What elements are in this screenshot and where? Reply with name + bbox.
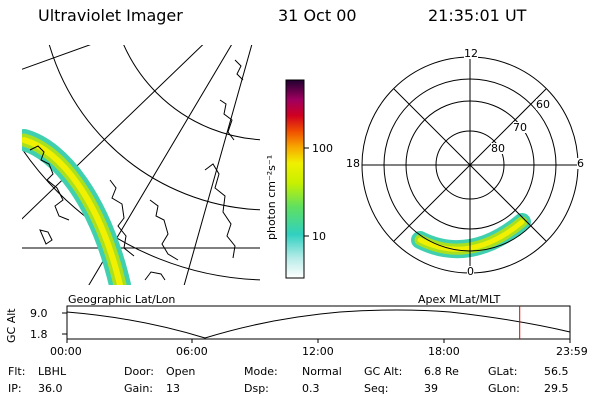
status-value-row2-0: 36.0 xyxy=(38,382,63,395)
polar-plot xyxy=(361,56,579,274)
status-key-row1-3: GC Alt: xyxy=(364,365,403,378)
observation-date: 31 Oct 00 xyxy=(278,6,357,25)
mlt-12-label: 12 xyxy=(464,47,478,60)
time-tick-12: 12:00 xyxy=(302,345,334,358)
mlt-0-label: 0 xyxy=(467,265,474,278)
status-value-row2-1: 13 xyxy=(166,382,180,395)
status-key-row2-1: Gain: xyxy=(124,382,153,395)
time-tick-0: 00:00 xyxy=(50,345,82,358)
mlt-6-label: 6 xyxy=(577,157,584,170)
status-key-row2-3: Seq: xyxy=(364,382,389,395)
time-tick-6: 06:00 xyxy=(176,345,208,358)
status-value-row1-1: Open xyxy=(166,365,196,378)
status-value-row1-3: 6.8 Re xyxy=(424,365,459,378)
time-tick-18: 18:00 xyxy=(428,345,460,358)
time-tick-end: 23:59 xyxy=(556,345,588,358)
colorbar-tick-100: 100 xyxy=(312,142,333,155)
observation-time: 21:35:01 UT xyxy=(428,6,527,25)
status-key-row2-0: IP: xyxy=(8,382,22,395)
alt-tick-min: 1.8 xyxy=(30,328,48,341)
alt-tick-max: 9.0 xyxy=(30,307,48,320)
altitude-plot xyxy=(62,305,571,343)
status-key-row1-4: GLat: xyxy=(488,365,518,378)
mlt-18-label: 18 xyxy=(346,157,360,170)
status-key-row1-1: Door: xyxy=(124,365,154,378)
colorbar-unit-label: photon cm⁻²s⁻¹ xyxy=(265,154,278,240)
status-value-row2-4: 29.5 xyxy=(544,382,569,395)
lat-60-label: 60 xyxy=(536,98,550,111)
status-value-row2-3: 39 xyxy=(424,382,438,395)
colorbar-tick-10: 10 xyxy=(312,230,326,243)
lat-80-label: 80 xyxy=(491,142,505,155)
status-value-row2-2: 0.3 xyxy=(302,382,320,395)
altitude-axis-label: GC Alt xyxy=(5,308,18,343)
status-value-row1-4: 56.5 xyxy=(544,365,569,378)
geographic-map xyxy=(22,45,260,285)
instrument-title: Ultraviolet Imager xyxy=(38,6,183,25)
status-key-row1-2: Mode: xyxy=(244,365,278,378)
status-value-row1-0: LBHL xyxy=(38,365,67,378)
status-key-row1-0: Flt: xyxy=(8,365,26,378)
status-key-row2-2: Dsp: xyxy=(244,382,269,395)
status-key-row2-4: GLon: xyxy=(488,382,520,395)
geographic-label: Geographic Lat/Lon xyxy=(68,293,176,306)
lat-70-label: 70 xyxy=(513,121,527,134)
status-value-row1-2: Normal xyxy=(302,365,342,378)
apex-label: Apex MLat/MLT xyxy=(418,293,501,306)
colorbar xyxy=(285,79,305,279)
